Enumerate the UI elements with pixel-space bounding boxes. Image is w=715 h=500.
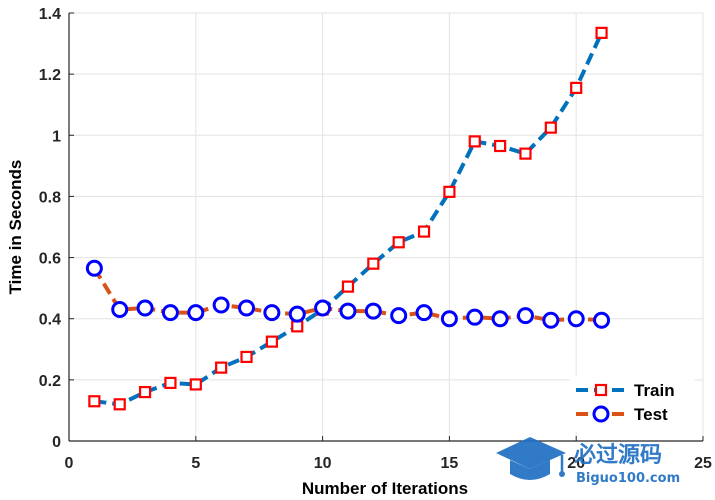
legend-entry-train: Train <box>576 381 675 400</box>
series-train-point <box>88 395 101 408</box>
y-tick-label: 0.4 <box>39 312 61 329</box>
x-tick-label: 15 <box>441 455 459 472</box>
legend-test-label: Test <box>634 405 668 424</box>
series-train-point <box>341 280 355 293</box>
series-train-point <box>544 121 557 134</box>
series-train-point <box>367 257 380 270</box>
series-test-point <box>593 311 611 329</box>
legend: Train Test <box>570 376 695 432</box>
y-axis-label: Time in Seconds <box>6 160 25 295</box>
series-train-point <box>417 225 431 238</box>
y-tick-label: 0.6 <box>39 251 61 268</box>
series-train-point <box>494 139 507 153</box>
watermark-logo: 必过源码 Biguo100.com <box>496 437 680 486</box>
series-test-point <box>111 301 129 319</box>
series-train-point <box>392 236 405 249</box>
legend-entry-test: Test <box>576 405 668 424</box>
series-train-point <box>215 361 228 374</box>
x-tick-label: 20 <box>567 455 585 472</box>
series-test-point <box>288 305 306 323</box>
series-train-point <box>265 335 278 348</box>
series-test-point <box>390 307 408 325</box>
x-tick-label: 0 <box>65 455 74 472</box>
series-test-point <box>415 304 433 322</box>
series-train-point <box>570 81 583 95</box>
series-train-point <box>164 376 177 390</box>
series-train-point <box>113 398 126 411</box>
series-test <box>85 259 611 329</box>
series-test-point <box>161 304 179 322</box>
x-tick-label: 5 <box>191 455 200 472</box>
legend-test-marker <box>592 405 610 423</box>
series-test-point <box>85 259 103 277</box>
tick-labels: 0 5 10 15 20 25 0 0.2 0.4 0.6 0.8 1 1.2 1.4 <box>39 6 712 472</box>
series-train-point <box>189 378 202 391</box>
series-test-point <box>263 304 281 322</box>
series-train-line <box>94 32 604 407</box>
axes <box>68 12 704 442</box>
series-test-point <box>567 310 585 328</box>
watermark-sub-text: Biguo100.com <box>576 471 680 486</box>
y-tick-label: 0.2 <box>39 373 61 390</box>
series-train <box>88 26 608 411</box>
series-layer <box>85 26 611 411</box>
series-train-point <box>291 320 304 333</box>
y-tick-label: 0 <box>52 434 61 451</box>
series-test-point <box>491 310 509 328</box>
series-test-point <box>187 304 205 322</box>
x-tick-label: 25 <box>694 455 712 472</box>
series-test-point <box>238 299 256 317</box>
series-test-point <box>466 308 484 326</box>
series-test-point <box>136 299 154 317</box>
series-train-point <box>240 350 253 364</box>
legend-box <box>570 376 695 432</box>
series-test-point <box>212 296 230 314</box>
series-train-point <box>138 385 152 399</box>
series-train-point <box>468 135 481 148</box>
y-tick-label: 1.4 <box>39 6 61 23</box>
series-train-point <box>443 185 456 198</box>
legend-train-label: Train <box>634 381 675 400</box>
y-tick-label: 1.2 <box>39 67 61 84</box>
series-test-point <box>440 310 458 328</box>
series-test-point <box>516 307 534 325</box>
x-axis-label: Number of Iterations <box>302 479 468 498</box>
y-tick-label: 1 <box>52 128 61 145</box>
series-train-point <box>519 147 532 160</box>
y-tick-label: 0.8 <box>39 189 61 206</box>
series-test-point <box>542 311 560 329</box>
series-test-point <box>314 299 332 317</box>
graduation-cap-icon <box>496 437 566 480</box>
series-test-point <box>339 302 357 320</box>
watermark-main-text: 必过源码 <box>574 442 662 468</box>
legend-train-marker <box>594 383 608 397</box>
x-tick-label: 10 <box>314 455 332 472</box>
series-train-point <box>595 26 608 39</box>
series-test-point <box>364 302 382 320</box>
